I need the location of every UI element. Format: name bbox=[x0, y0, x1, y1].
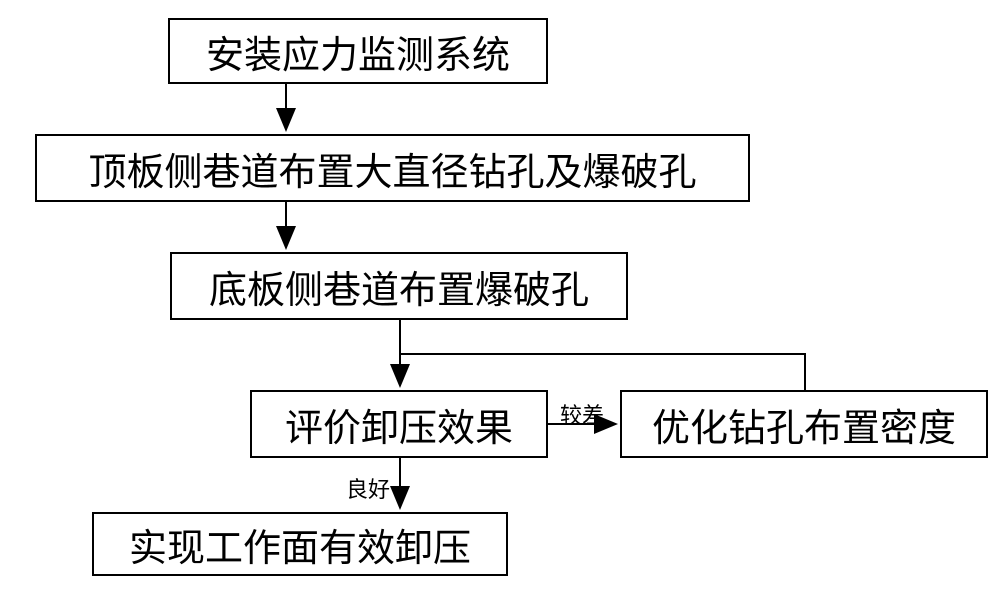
flowchart-edge-label: 良好 bbox=[346, 472, 390, 504]
flowchart-node-n6: 实现工作面有效卸压 bbox=[92, 512, 508, 576]
flowchart-node-n4: 评价卸压效果 bbox=[250, 390, 548, 458]
flowchart-edge-label: 较差 bbox=[560, 398, 604, 430]
flowchart-edge bbox=[400, 354, 805, 390]
flowchart-node-n5: 优化钻孔布置密度 bbox=[620, 390, 988, 458]
flowchart-node-n1: 安装应力监测系统 bbox=[168, 18, 548, 84]
flowchart-node-n2: 顶板侧巷道布置大直径钻孔及爆破孔 bbox=[35, 134, 750, 202]
flowchart-node-n3: 底板侧巷道布置爆破孔 bbox=[170, 252, 628, 320]
